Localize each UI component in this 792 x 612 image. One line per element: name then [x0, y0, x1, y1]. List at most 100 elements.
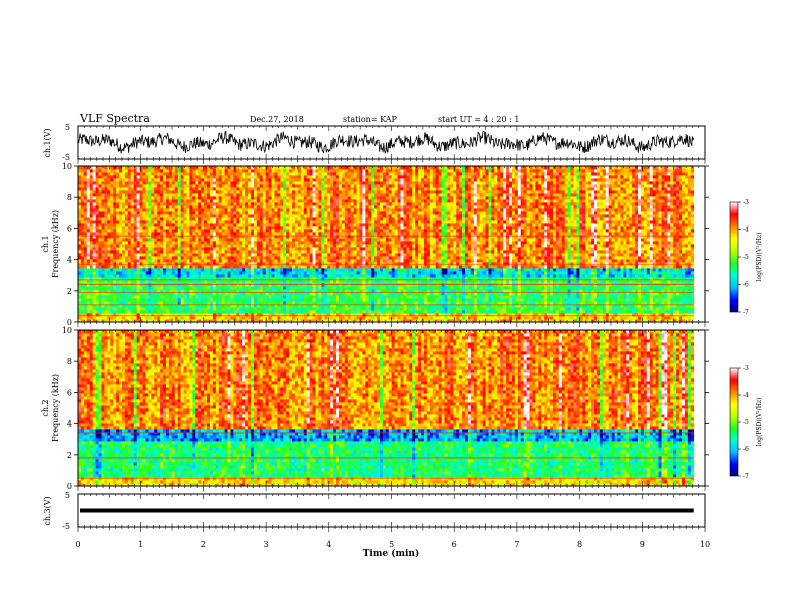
- ch1-spectrogram-cell: [133, 271, 138, 275]
- ch1-spectrogram-cell: [661, 304, 665, 308]
- ch1-spectrogram-cell: [324, 316, 328, 320]
- ch1-spectrogram-cell: [532, 271, 536, 275]
- ch1-spectrogram-cell: [679, 280, 683, 284]
- ch1-spectrogram-cell: [514, 289, 519, 293]
- ch1-spectrogram-cell: [207, 316, 211, 320]
- ch1-spectrogram-cell: [511, 277, 516, 281]
- ch1-spectrogram-cell: [221, 316, 225, 320]
- ch1-spectrogram-cell: [160, 295, 164, 299]
- ch1-spectrogram-cell: [667, 280, 671, 284]
- ch1-spectrogram-cell: [488, 259, 492, 263]
- ch1-spectrogram-cell: [485, 313, 489, 317]
- ch1-spectrogram-cell: [186, 250, 190, 254]
- ch1-spectrogram-cell: [491, 265, 495, 269]
- ch1-spectrogram-cell: [101, 298, 105, 302]
- ch1-spectrogram-cell: [180, 313, 184, 317]
- ch1-spectrogram-cell: [535, 259, 539, 263]
- ch1-spectrogram-cell: [268, 298, 272, 302]
- ch1-spectrogram-cell: [86, 280, 91, 284]
- ch1-spectrogram-cell: [456, 250, 460, 254]
- ch1-spectrogram-cell: [585, 280, 589, 284]
- ch1-spectrogram-cell: [382, 262, 387, 266]
- ch1-spectrogram-cell: [535, 286, 539, 290]
- ch1-spectrogram-cell: [555, 289, 560, 293]
- ch1-spectrogram-cell: [236, 259, 240, 263]
- ch1-spectrogram-cell: [119, 274, 123, 278]
- ch1-spectrogram-cell: [643, 271, 648, 275]
- ch1-spectrogram-cell: [154, 253, 158, 257]
- ch1-spectrogram-cell: [368, 274, 372, 278]
- ch1-spectrogram-cell: [277, 310, 281, 314]
- ch1-spectrogram-cell: [415, 265, 419, 269]
- ch1-spectrogram-cell: [447, 289, 451, 293]
- ch1-spectrogram-cell: [620, 262, 624, 266]
- ch1-spectrogram-cell: [245, 292, 249, 296]
- ch1-spectrogram-cell: [268, 292, 272, 296]
- ch1-spectrogram-cell: [479, 310, 484, 314]
- ch1-spectrogram-cell: [552, 316, 557, 320]
- ch1-spectrogram-cell: [394, 274, 398, 278]
- ch1-spectrogram-cell: [195, 286, 199, 290]
- ch1-spectrogram-cell: [78, 292, 82, 296]
- ch1-spectrogram-cell: [233, 274, 237, 278]
- ch1-spectrogram-cell: [336, 271, 340, 275]
- ch1-spectrogram-cell: [195, 274, 199, 278]
- ch1-spectrogram-cell: [640, 268, 645, 272]
- ch1-spectrogram-cell: [441, 298, 445, 302]
- ch1-spectrogram-cell: [215, 295, 220, 299]
- ch1-spectrogram-cell: [561, 259, 566, 263]
- ch1-spectrogram-cell: [679, 262, 683, 266]
- ch1-spectrogram-cell: [450, 271, 454, 275]
- ch1-spectrogram-cell: [544, 313, 548, 317]
- ch1-spectrogram-cell: [379, 310, 384, 314]
- ch1-spectrogram-cell: [124, 295, 129, 299]
- ch1-spectrogram-cell: [687, 301, 692, 305]
- ch1-spectrogram-cell: [253, 277, 258, 281]
- ch1-spectrogram-cell: [333, 316, 337, 320]
- ch1-spectrogram-cell: [127, 313, 132, 317]
- ch1-spectrogram-cell: [371, 307, 375, 311]
- ch1-spectrogram-cell: [294, 307, 299, 311]
- ch1-spectrogram-cell: [412, 274, 416, 278]
- ch1-spectrogram-cell: [280, 259, 284, 263]
- ch1-spectrogram-cell: [201, 316, 205, 320]
- ch1-spectrogram-cell: [324, 271, 328, 275]
- ch1-spectrogram-cell: [236, 310, 240, 314]
- ch1-spectrogram-cell: [494, 280, 498, 284]
- ch1-spectrogram-cell: [312, 292, 316, 296]
- ch1-spectrogram-cell: [151, 274, 155, 278]
- ch1-spectrogram-cell: [224, 289, 228, 293]
- ch1-spectrogram-cell: [116, 268, 120, 272]
- ch1-spectrogram-cell: [591, 268, 595, 272]
- ch1-spectrogram-cell: [394, 250, 398, 254]
- ch1-spectrogram-cell: [535, 304, 539, 308]
- ch1-spectrogram-cell: [506, 250, 510, 254]
- ch1-spectrogram-cell: [626, 286, 630, 290]
- ch1-spectrogram-cell: [92, 316, 96, 320]
- ch1-spectrogram-cell: [561, 298, 566, 302]
- ch1-spectrogram-cell: [646, 301, 651, 305]
- ch1-spectrogram-cell: [640, 319, 645, 323]
- ch1-spectrogram-cell: [652, 316, 656, 320]
- ch1-spectrogram-cell: [379, 280, 384, 284]
- ch1-spectrogram-cell: [447, 313, 451, 317]
- ch1-spectrogram-cell: [274, 253, 278, 257]
- ch1-spectrogram-cell: [391, 298, 396, 302]
- ch1-spectrogram-cell: [83, 304, 88, 308]
- ch1-spectrogram-cell: [444, 262, 448, 266]
- ch1-spectrogram-cell: [552, 289, 557, 293]
- ch1-spectrogram-cell: [435, 286, 440, 290]
- ch1-spectrogram-cell: [259, 289, 264, 293]
- ch1-spectrogram-cell: [500, 268, 504, 272]
- ch1-spectrogram-cell: [643, 280, 648, 284]
- ch1-spectrogram-cell: [124, 316, 129, 320]
- ch1-spectrogram-cell: [517, 301, 522, 305]
- ch1-spectrogram-cell: [509, 295, 513, 299]
- ch1-spectrogram-cell: [500, 256, 504, 260]
- ch1-spectrogram-cell: [86, 301, 91, 305]
- ch1-spectrogram-cell: [286, 280, 290, 284]
- ch1-spectrogram-cell: [224, 319, 228, 323]
- ch1-spectrogram-cell: [544, 289, 548, 293]
- ch1-spectrogram-cell: [491, 256, 495, 260]
- ch1-spectrogram-cell: [227, 256, 231, 260]
